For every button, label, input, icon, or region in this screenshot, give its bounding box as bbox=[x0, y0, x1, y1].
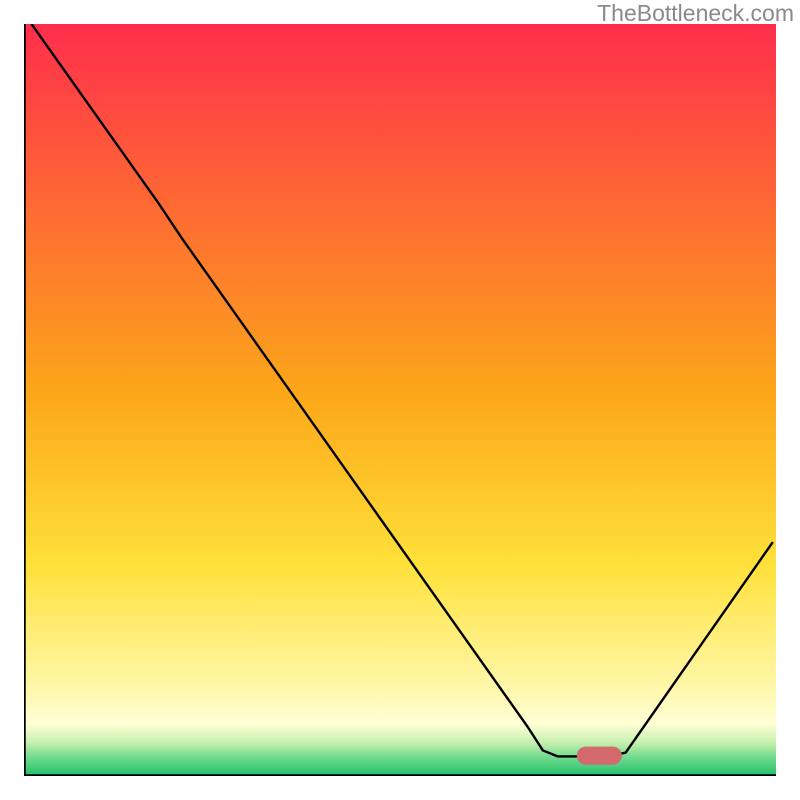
plot-area bbox=[24, 24, 776, 776]
gradient-background bbox=[24, 24, 776, 776]
plot-svg bbox=[24, 24, 776, 776]
watermark-text: TheBottleneck.com bbox=[597, 0, 794, 27]
figure: TheBottleneck.com bbox=[0, 0, 800, 800]
optimal-range-marker bbox=[577, 747, 622, 765]
